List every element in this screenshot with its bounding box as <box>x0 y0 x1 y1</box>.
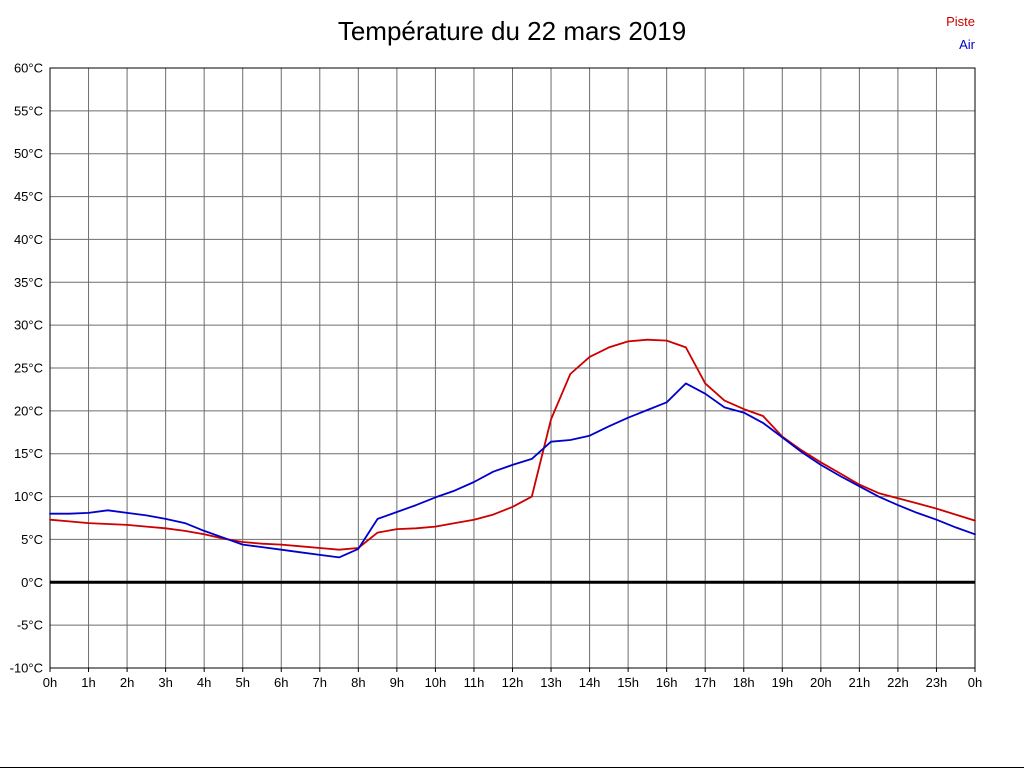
y-axis-tick-label: 15°C <box>14 446 43 461</box>
y-axis-tick-label: 20°C <box>14 403 43 418</box>
x-axis-tick-label: 0h <box>43 675 57 690</box>
y-axis-tick-label: 30°C <box>14 318 43 333</box>
y-axis-tick-label: 60°C <box>14 61 43 76</box>
x-axis-tick-label: 3h <box>158 675 172 690</box>
legend: Piste Air <box>946 10 975 56</box>
x-axis-tick-label: 0h <box>968 675 982 690</box>
x-axis-tick-label: 5h <box>235 675 249 690</box>
y-axis-tick-label: 0°C <box>21 575 43 590</box>
x-axis-tick-label: 21h <box>849 675 871 690</box>
legend-item-piste: Piste <box>946 14 975 29</box>
x-axis-tick-label: 2h <box>120 675 134 690</box>
x-axis-tick-label: 11h <box>464 675 485 690</box>
x-axis-tick-label: 1h <box>81 675 95 690</box>
x-axis-tick-label: 23h <box>926 675 948 690</box>
y-axis-tick-label: -5°C <box>17 618 43 633</box>
legend-item-air: Air <box>959 37 975 52</box>
x-axis-tick-label: 12h <box>502 675 524 690</box>
x-axis-tick-label: 8h <box>351 675 365 690</box>
y-axis-tick-label: 50°C <box>14 146 43 161</box>
x-axis-tick-label: 17h <box>694 675 716 690</box>
y-axis-tick-label: 10°C <box>14 489 43 504</box>
x-axis-tick-label: 9h <box>390 675 404 690</box>
y-axis-tick-label: 55°C <box>14 103 43 118</box>
x-axis-tick-label: 14h <box>579 675 601 690</box>
y-axis-tick-label: 45°C <box>14 189 43 204</box>
x-axis-tick-label: 4h <box>197 675 211 690</box>
x-axis-tick-label: 16h <box>656 675 678 690</box>
y-axis-tick-label: 35°C <box>14 275 43 290</box>
y-axis-tick-label: 5°C <box>21 532 43 547</box>
series-line-air <box>49 382 976 559</box>
x-axis-tick-label: 18h <box>733 675 755 690</box>
x-axis-tick-label: 13h <box>540 675 562 690</box>
x-axis-tick-label: 6h <box>274 675 288 690</box>
x-axis-tick-label: 19h <box>771 675 793 690</box>
x-axis-tick-label: 10h <box>425 675 447 690</box>
y-axis-tick-label: 40°C <box>14 232 43 247</box>
x-axis-tick-label: 22h <box>887 675 909 690</box>
series-line-piste <box>49 338 976 551</box>
x-axis-tick-label: 15h <box>617 675 639 690</box>
y-axis-tick-label: 25°C <box>14 361 43 376</box>
chart-title: Température du 22 mars 2019 <box>337 16 687 46</box>
x-axis-tick-label: 20h <box>810 675 832 690</box>
y-axis-tick-label: -10°C <box>10 661 43 676</box>
x-axis-tick-label: 7h <box>313 675 327 690</box>
